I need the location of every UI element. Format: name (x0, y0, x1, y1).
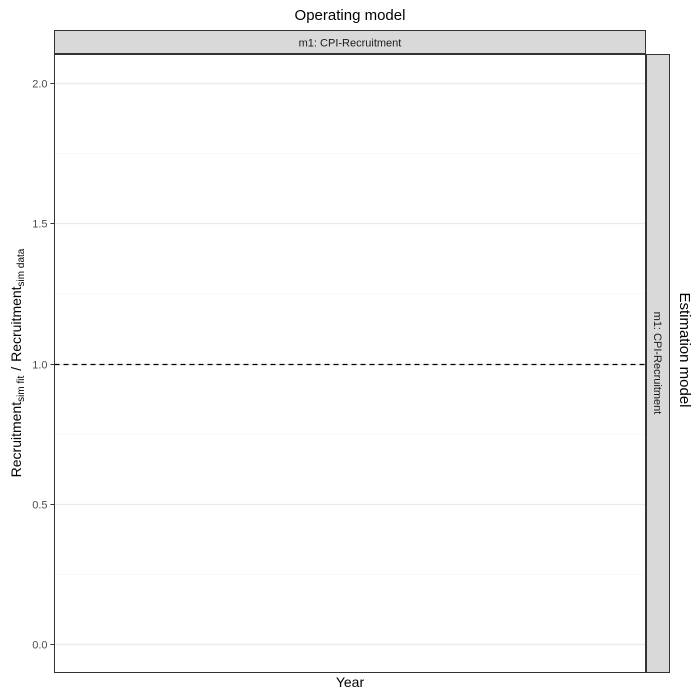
y-axis-label: Recruitmentsim fit/Recruitmentsim data (8, 248, 27, 477)
y-tick-label: 0.0 (32, 640, 47, 652)
y-tick-label: 1.5 (32, 219, 47, 231)
plot-panel (54, 54, 646, 673)
facet-row-title: Estimation model (676, 292, 693, 407)
plot-panel-border (54, 54, 646, 673)
facet-column-strip (54, 30, 646, 54)
y-axis-label-denominator-sub: sim data (16, 248, 27, 286)
y-axis-label-numerator: Recruitment (8, 402, 24, 478)
y-axis-label-denominator: Recruitment (8, 286, 24, 362)
facet-column-title: Operating model (295, 7, 406, 24)
facet-row-strip-label: m1: CPI-Recruitment (651, 312, 663, 415)
y-tick-label: 1.0 (32, 360, 47, 372)
y-tick-label: 2.0 (32, 79, 47, 91)
y-axis-label-numerator-sub: sim fit (16, 376, 27, 402)
grid-lines (54, 82, 646, 646)
y-axis-label-separator: / (8, 367, 24, 371)
y-tick-label: 0.5 (32, 500, 47, 512)
facet-row-strip (646, 54, 670, 673)
x-axis-label: Year (336, 674, 365, 690)
y-axis: 0.0 0.5 1.0 1.5 2.0 (32, 79, 55, 652)
facet-column-strip-label: m1: CPI-Recruitment (299, 38, 402, 50)
